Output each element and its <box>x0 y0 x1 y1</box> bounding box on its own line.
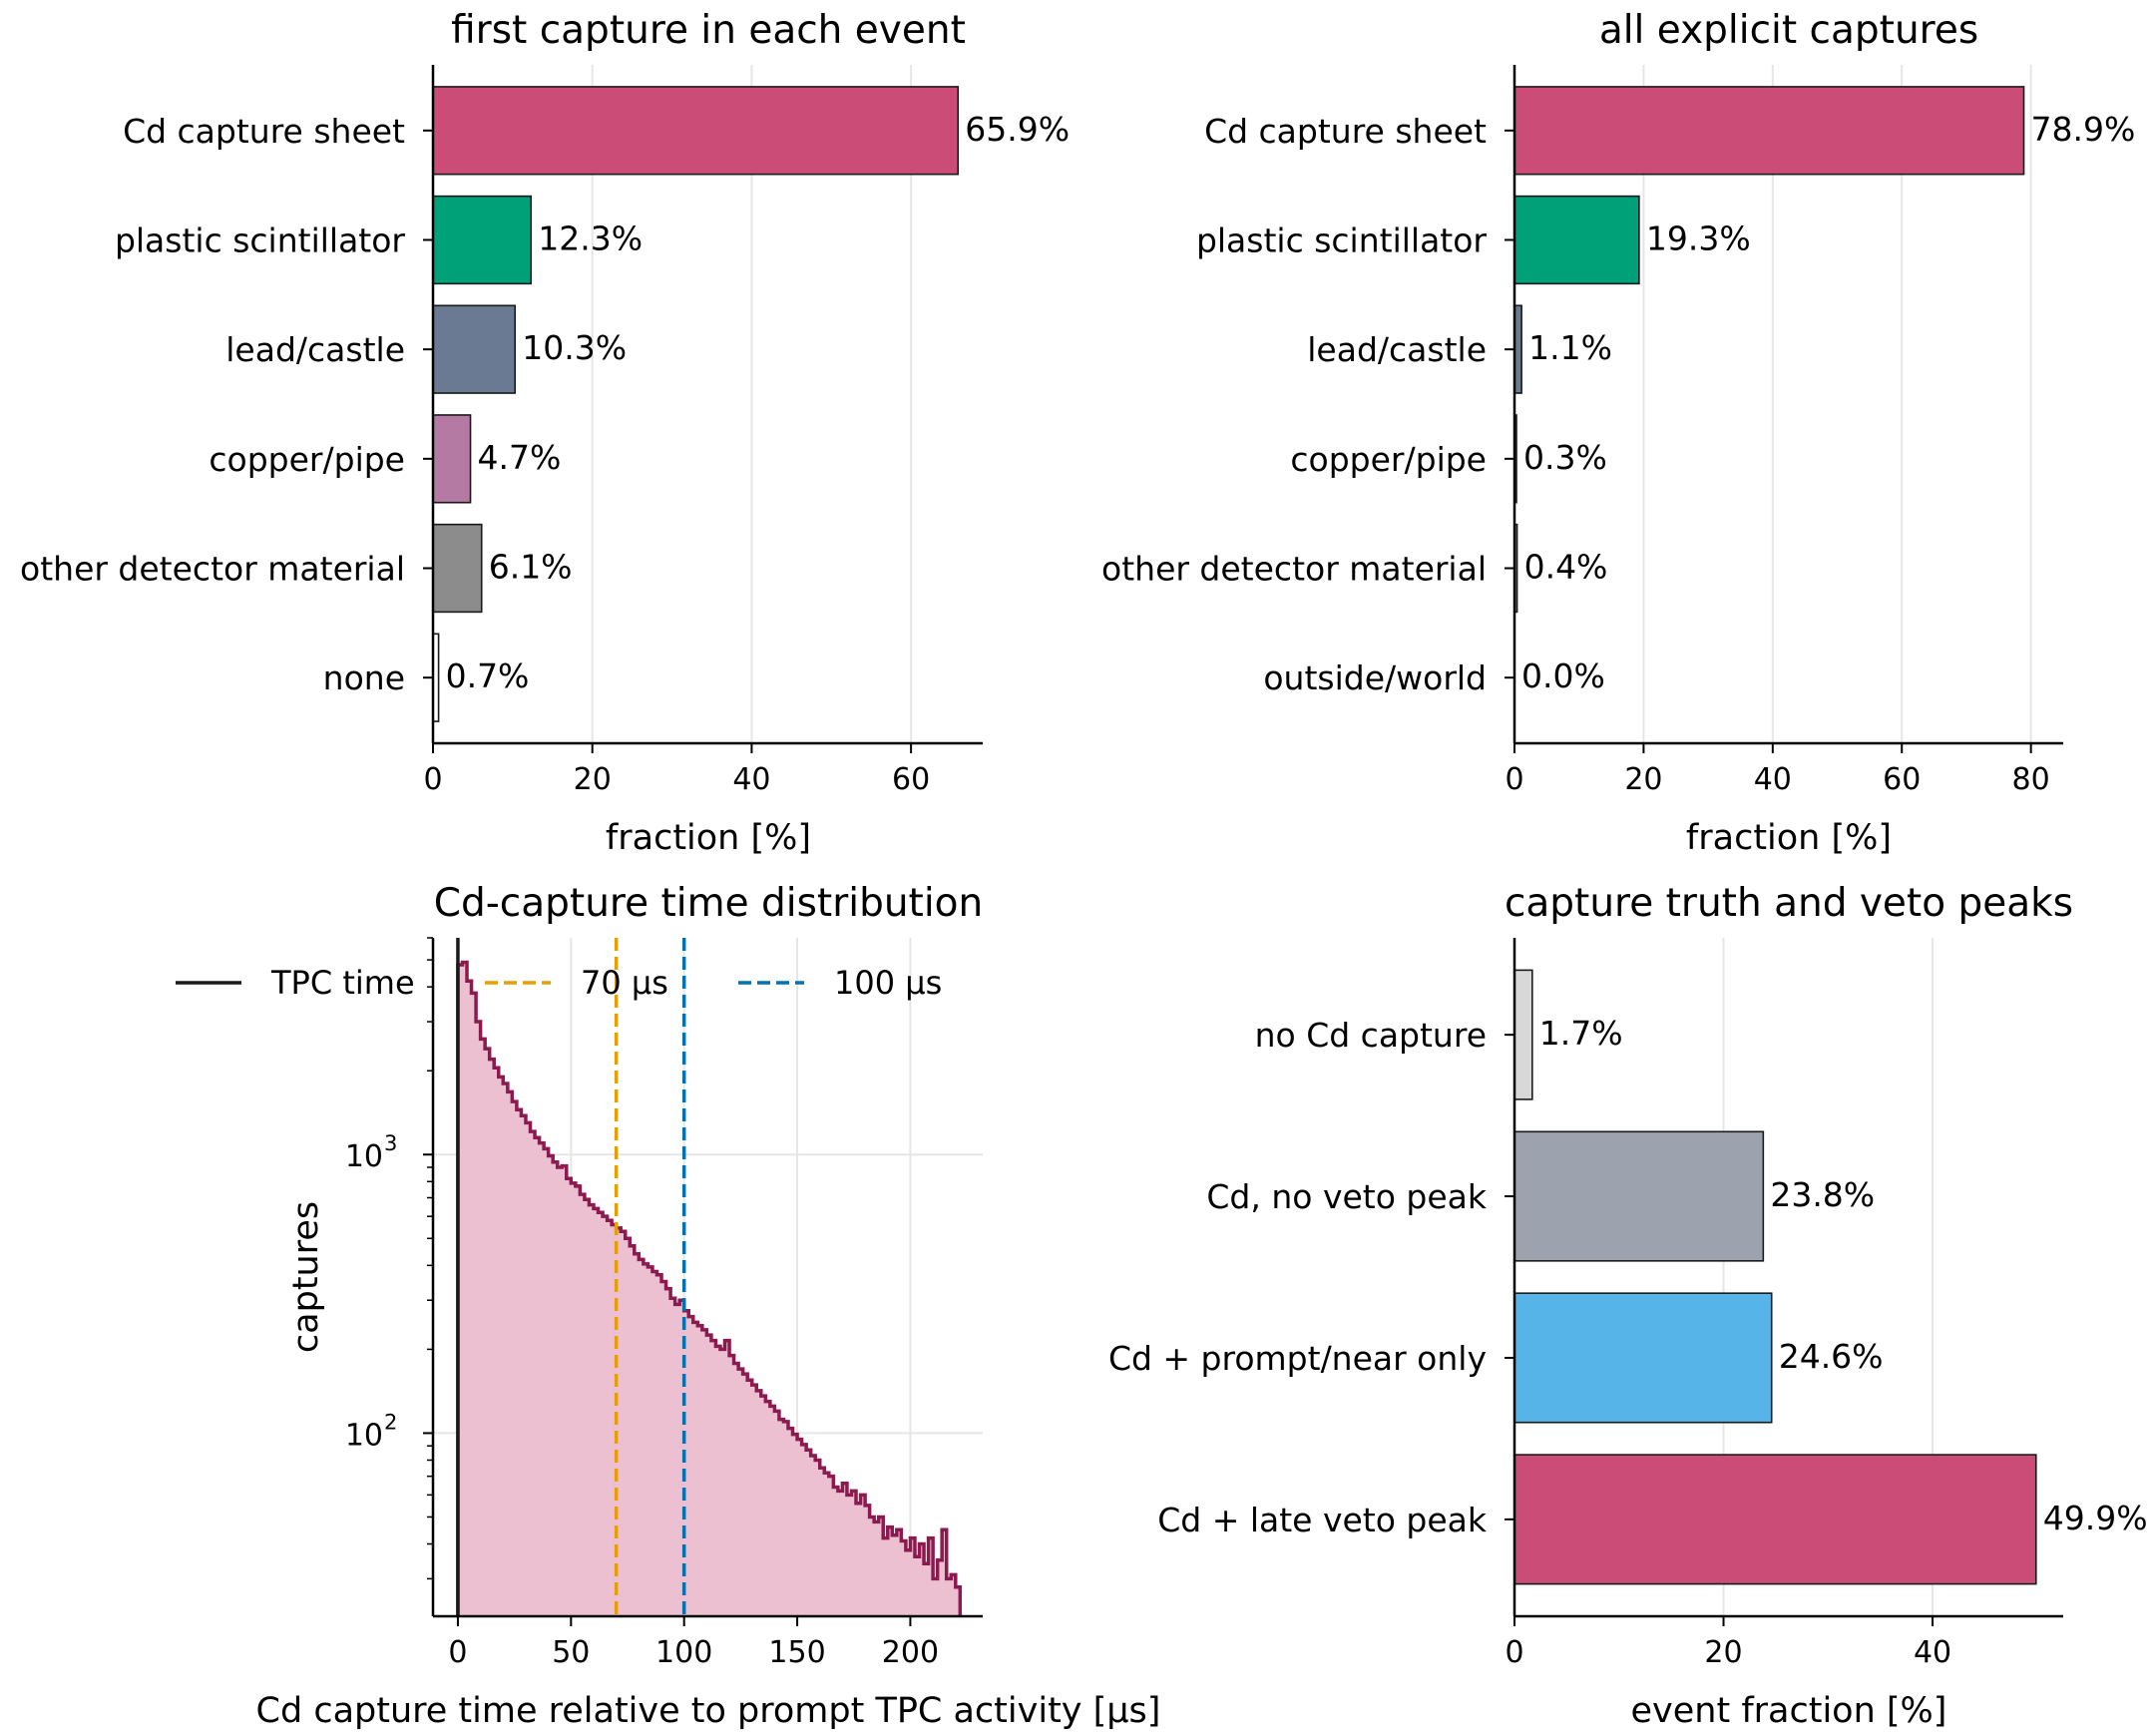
y-tick-exponent: 2 <box>384 1410 397 1434</box>
category-label: lead/castle <box>225 330 405 369</box>
x-tick-label: 200 <box>882 1635 939 1670</box>
x-tick-label: 40 <box>732 762 770 797</box>
legend: TPC time 70 μs 100 μs <box>176 964 942 1002</box>
data-label: 19.3% <box>1646 218 1751 257</box>
data-label: 0.0% <box>1521 656 1605 695</box>
x-axis-label: fraction [%] <box>606 818 811 858</box>
bar <box>1513 1130 1765 1262</box>
x-tick-label: 40 <box>1754 762 1792 797</box>
category-label: Cd capture sheet <box>1204 112 1487 151</box>
histogram-fill <box>457 962 961 1616</box>
category-label: other detector material <box>20 550 405 589</box>
category-label: Cd + late veto peak <box>1157 1501 1488 1539</box>
category-label: Cd capture sheet <box>123 112 405 151</box>
y-tick-label: 10 <box>345 1139 383 1174</box>
bar <box>432 523 483 614</box>
data-label: 65.9% <box>965 110 1070 149</box>
x-tick-label: 20 <box>574 762 612 797</box>
data-label: 1.7% <box>1539 1014 1623 1053</box>
category-label: plastic scintillator <box>1196 220 1487 259</box>
bar <box>1513 969 1533 1100</box>
category-label: other detector material <box>1101 550 1487 589</box>
x-tick-label: 0 <box>1505 1635 1523 1670</box>
category-label: copper/pipe <box>209 440 405 479</box>
y-tick-label: 10 <box>345 1418 383 1453</box>
legend-label: 100 μs <box>834 964 942 1002</box>
data-label: 49.9% <box>2043 1499 2148 1537</box>
bar <box>1513 1454 2037 1585</box>
y-tick-exponent: 3 <box>384 1131 397 1155</box>
panel-title: Cd-capture time distribution <box>434 881 984 926</box>
x-tick-label: 0 <box>448 1635 467 1670</box>
panel-title: first capture in each event <box>451 8 966 53</box>
category-label: Cd, no veto peak <box>1206 1177 1487 1216</box>
panel-first-capture: 0 20 40 60 Cd capture sheet plastic scintill… <box>20 8 1070 858</box>
x-tick-label: 100 <box>655 1635 712 1670</box>
bar <box>1513 1292 1773 1424</box>
panel-all-explicit-captures: 0 20 40 60 80 Cd capture sheet plastic scinti… <box>1101 8 2135 858</box>
category-label: copper/pipe <box>1290 440 1487 479</box>
y-axis-label: captures <box>286 1201 326 1353</box>
category-label: no Cd capture <box>1255 1016 1487 1055</box>
x-tick-label: 20 <box>1704 1635 1742 1670</box>
legend-label: TPC time <box>270 964 415 1002</box>
x-axis-label: fraction [%] <box>1686 818 1892 858</box>
data-label: 78.9% <box>2031 110 2136 149</box>
x-tick-label: 60 <box>892 762 930 797</box>
panel-capture-truth-veto: 0 20 40 no Cd capture Cd, no veto peak Cd + … <box>1108 881 2148 1731</box>
data-label: 23.8% <box>1770 1175 1875 1214</box>
bar <box>1513 86 2025 176</box>
data-label: 24.6% <box>1779 1337 1884 1376</box>
x-tick-label: 50 <box>552 1635 590 1670</box>
category-label: plastic scintillator <box>115 220 405 259</box>
data-label: 4.7% <box>478 438 562 477</box>
category-label: Cd + prompt/near only <box>1108 1339 1487 1378</box>
x-tick-label: 80 <box>2012 762 2050 797</box>
x-tick-label: 150 <box>768 1635 825 1670</box>
data-label: 1.1% <box>1528 328 1612 367</box>
category-label: lead/castle <box>1307 330 1487 369</box>
data-label: 6.1% <box>489 548 573 587</box>
bar <box>1513 195 1640 285</box>
x-tick-label: 60 <box>1883 762 1921 797</box>
bar <box>432 86 960 176</box>
bar <box>432 195 533 285</box>
x-tick-label: 20 <box>1624 762 1662 797</box>
data-label: 0.7% <box>446 656 530 695</box>
x-axis-label: event fraction [%] <box>1631 1691 1947 1731</box>
category-label: none <box>323 658 405 697</box>
x-tick-label: 0 <box>423 762 442 797</box>
bar <box>432 414 472 504</box>
panel-title: all explicit captures <box>1599 8 1978 53</box>
histogram-line <box>456 960 963 1616</box>
legend-label: 70 μs <box>581 964 668 1002</box>
x-tick-label: 0 <box>1505 762 1523 797</box>
data-label: 10.3% <box>522 328 627 367</box>
data-label: 12.3% <box>538 218 643 257</box>
category-label: outside/world <box>1263 658 1487 697</box>
x-axis-label: Cd capture time relative to prompt TPC a… <box>256 1691 1161 1731</box>
x-tick-label: 40 <box>1914 1635 1951 1670</box>
panel-title: capture truth and veto peaks <box>1505 881 2073 926</box>
data-label: 0.4% <box>1524 548 1608 587</box>
bar <box>432 304 517 394</box>
data-label: 0.3% <box>1523 438 1607 477</box>
